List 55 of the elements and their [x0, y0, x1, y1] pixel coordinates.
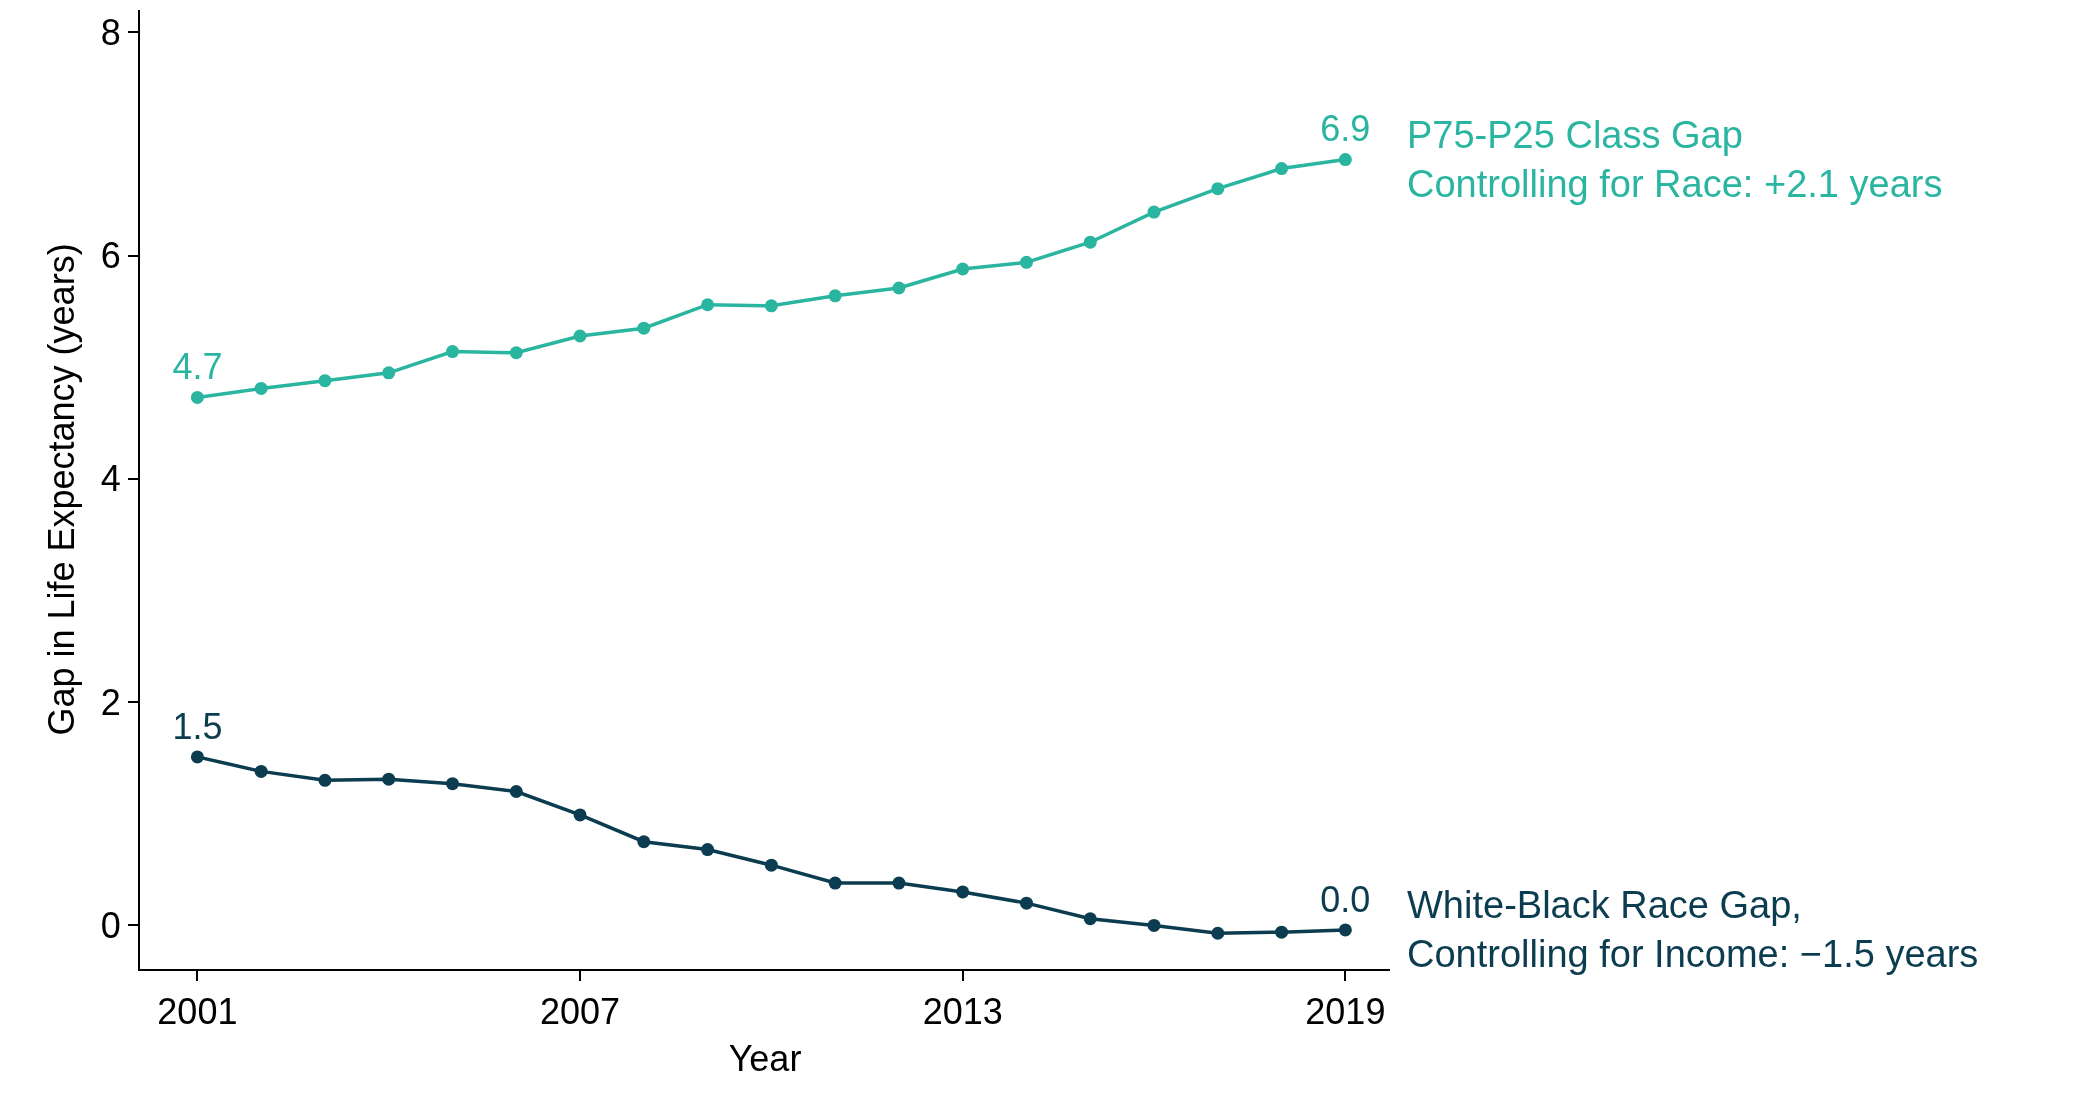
x-tick-label: 2001: [157, 991, 238, 1033]
data-label: 4.7: [172, 346, 223, 388]
series-label: White-Black Race Gap, Controlling for Income: −1.5 years: [1407, 884, 1979, 976]
point: [1211, 182, 1225, 196]
point: [637, 321, 651, 335]
point: [637, 835, 651, 849]
y-axis-title: Gap in Life Expectancy (years): [41, 243, 83, 736]
point: [1019, 255, 1033, 269]
point: [254, 764, 268, 778]
point: [573, 808, 587, 822]
point: [1083, 235, 1097, 249]
point: [764, 299, 778, 313]
point: [1275, 162, 1289, 176]
x-tick-label: 2007: [540, 991, 621, 1033]
point: [1019, 896, 1033, 910]
point: [828, 289, 842, 303]
point: [892, 281, 906, 295]
y-tick-label: 6: [100, 235, 121, 277]
point: [701, 298, 715, 312]
x-axis-title: Year: [728, 1038, 802, 1080]
point: [1147, 205, 1161, 219]
point: [1083, 912, 1097, 926]
point: [1147, 918, 1161, 932]
data-label: 6.9: [1320, 108, 1371, 150]
point: [573, 329, 587, 343]
point: [956, 262, 970, 276]
y-tick-label: 4: [100, 458, 121, 500]
x-tick-label: 2013: [922, 991, 1003, 1033]
y-tick-label: 8: [100, 11, 121, 53]
point: [382, 772, 396, 786]
point: [190, 390, 204, 404]
point: [318, 374, 332, 388]
point: [956, 885, 970, 899]
point: [190, 750, 204, 764]
point: [701, 843, 715, 857]
point: [446, 345, 459, 359]
y-tick-label: 0: [100, 905, 121, 947]
point: [828, 876, 842, 890]
point: [382, 366, 396, 380]
point: [1338, 923, 1352, 937]
series-label: P75-P25 Class Gap Controlling for Race: +2.1 years: [1407, 114, 1943, 206]
data-label: 0.0: [1320, 878, 1371, 920]
point: [509, 346, 523, 360]
point: [1338, 153, 1352, 167]
point: [318, 773, 332, 787]
data-label: 1.5: [172, 705, 223, 747]
y-tick-label: 2: [100, 681, 121, 723]
point: [1275, 925, 1289, 939]
point: [446, 777, 459, 791]
point: [509, 784, 523, 798]
point: [254, 381, 268, 395]
x-tick-label: 2019: [1305, 991, 1386, 1033]
point: [764, 858, 778, 872]
point: [1211, 926, 1225, 940]
point: [892, 876, 906, 890]
